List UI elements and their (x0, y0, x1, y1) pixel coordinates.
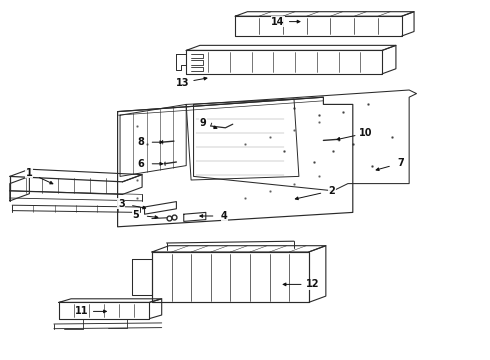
Text: 2: 2 (328, 186, 335, 196)
Text: 1: 1 (26, 168, 33, 178)
Text: 5: 5 (132, 210, 139, 220)
Text: 12: 12 (306, 279, 319, 289)
Text: 14: 14 (271, 17, 285, 27)
Text: 7: 7 (397, 158, 404, 168)
Text: 10: 10 (359, 128, 373, 138)
Text: 6: 6 (137, 159, 144, 169)
Text: 13: 13 (176, 77, 189, 87)
Text: 4: 4 (221, 211, 228, 221)
Text: 3: 3 (118, 199, 124, 209)
Text: 8: 8 (137, 137, 144, 147)
Text: 11: 11 (75, 306, 89, 316)
Text: 9: 9 (199, 118, 206, 128)
